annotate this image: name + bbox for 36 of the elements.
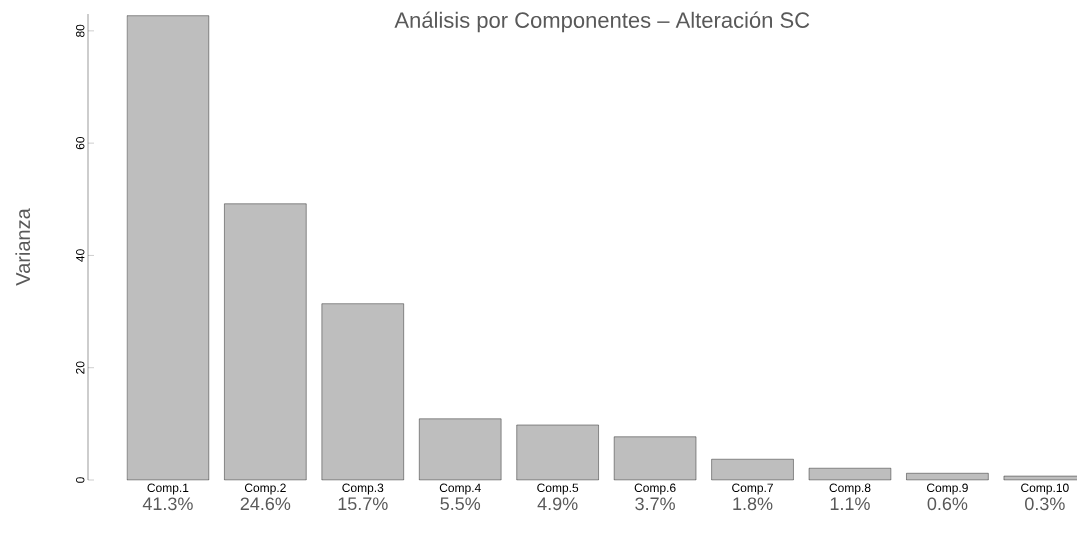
text: 15.7% — [338, 497, 388, 511]
text: 41.3% — [142, 497, 193, 511]
x-tick-label: Comp.8 — [829, 483, 871, 495]
x-tick-label: Comp.7 — [732, 483, 773, 495]
y-tick-label: 20 — [75, 361, 85, 374]
bar — [126, 15, 210, 481]
bar — [711, 459, 794, 481]
text: 3.7% — [635, 497, 675, 511]
x-tick-label: Comp.1 — [147, 483, 189, 495]
bar — [613, 436, 697, 481]
bar — [224, 203, 307, 481]
text: 1.1% — [830, 497, 870, 510]
x-tick-label: Comp.2 — [244, 483, 286, 495]
text: 0.6% — [927, 497, 968, 511]
x-tick-label: Comp.9 — [927, 483, 968, 495]
text: 5.5% — [440, 497, 481, 511]
x-tick-label: Comp.5 — [537, 483, 579, 495]
bar — [906, 473, 989, 481]
y-tick-label: 60 — [75, 136, 85, 150]
y-axis-title: Varianza — [15, 208, 31, 286]
x-tick-label: Comp.3 — [342, 483, 384, 495]
y-tick-label: 0 — [75, 477, 85, 483]
text: 4.9% — [537, 497, 578, 511]
bar — [516, 424, 599, 481]
bar — [808, 468, 892, 481]
text: 24.6% — [240, 497, 291, 511]
x-tick-label: Comp.4 — [439, 483, 481, 495]
x-tick-label: Comp.10 — [1021, 483, 1069, 495]
text: 0.3% — [1025, 497, 1065, 511]
bar — [419, 418, 502, 481]
text: 1.8% — [733, 497, 773, 511]
bar — [321, 303, 404, 481]
x-tick-label: Comp.6 — [634, 483, 676, 495]
y-tick-label: 80 — [75, 24, 85, 38]
y-tick-label: 40 — [75, 249, 85, 262]
chart-title: Análisis por Componentes – Alteración SC — [394, 11, 810, 33]
